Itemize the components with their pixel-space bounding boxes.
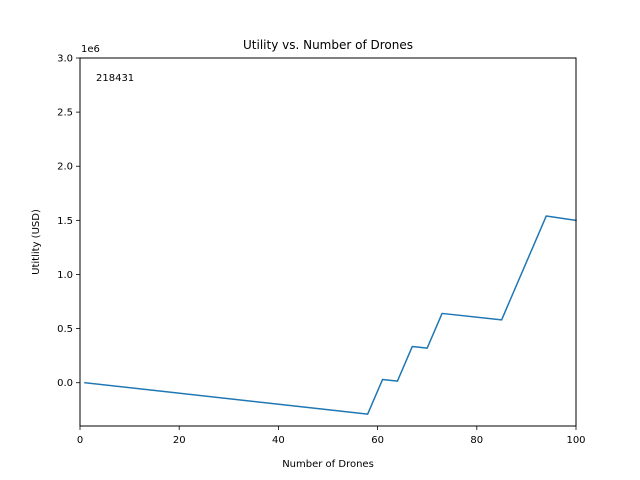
y-tick-label: 3.0 [57,54,73,65]
y-tick-label: 1.5 [57,216,73,227]
y-tick-label: 0.5 [57,324,73,335]
x-axis: 0 20 40 60 80 100 [77,426,586,446]
y-axis-offset-label: 1e6 [81,44,100,55]
annotation-text: 218431 [96,73,134,84]
plot-frame [79,57,577,427]
y-tick-label: 1.0 [57,270,73,281]
series-line-utility [84,215,577,415]
y-tick-label: 2.0 [57,162,73,173]
x-tick-label: 0 [77,435,83,446]
y-axis: 0.0 0.5 1.0 1.5 2.0 2.5 3.0 [57,54,80,389]
x-tick-label: 40 [272,435,285,446]
x-tick-label: 60 [371,435,384,446]
plot-area [84,215,577,415]
x-tick-label: 80 [470,435,483,446]
chart-title: Utility vs. Number of Drones [243,38,413,52]
y-axis-label: Utitlity (USD) [31,209,42,275]
x-tick-label: 20 [173,435,186,446]
y-tick-label: 2.5 [57,108,73,119]
x-tick-label: 100 [566,435,585,446]
x-axis-label: Number of Drones [282,459,374,470]
y-tick-label: 0.0 [57,378,73,389]
